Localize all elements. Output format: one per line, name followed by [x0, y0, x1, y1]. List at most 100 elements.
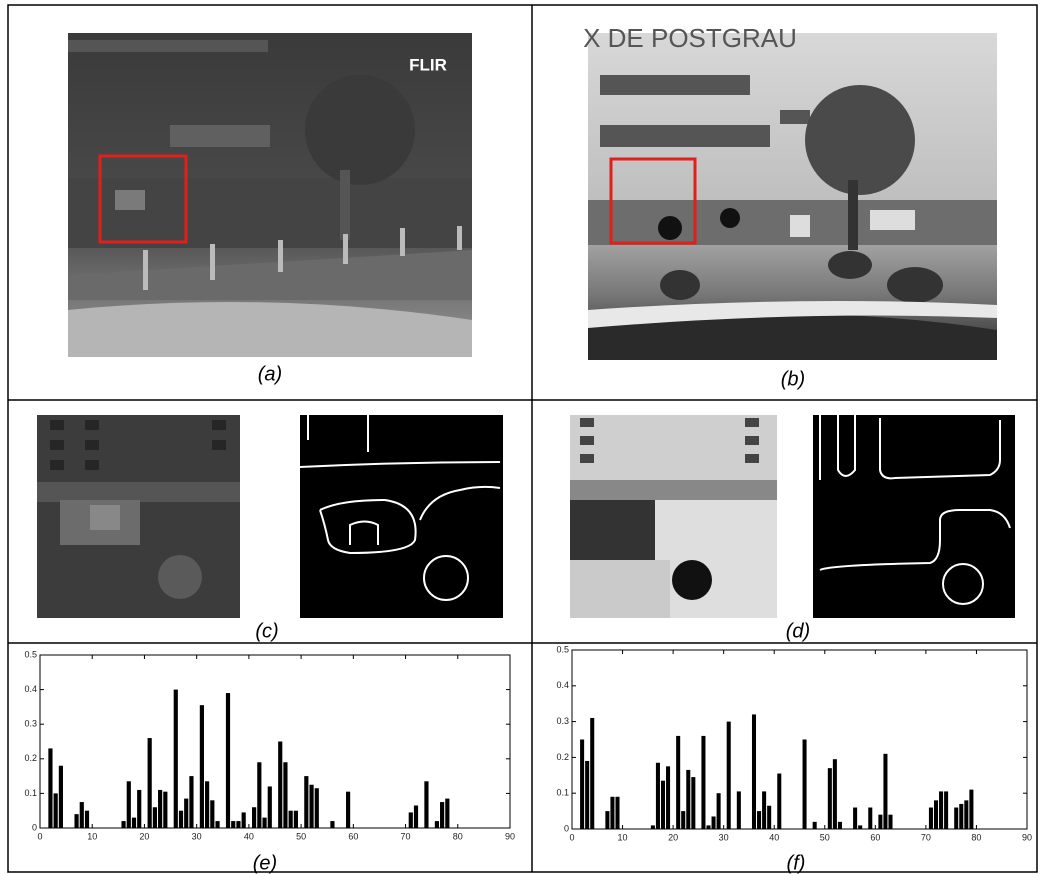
bar	[84, 810, 90, 828]
bar	[205, 781, 210, 828]
bar	[314, 788, 319, 828]
x-tick-label: 90	[505, 831, 515, 841]
y-tick-label: 0.5	[24, 649, 37, 659]
bar	[131, 817, 137, 828]
bar	[883, 753, 888, 829]
bar	[964, 800, 969, 829]
bar	[445, 798, 450, 828]
caption: (d)	[786, 620, 810, 642]
x-tick-label: 80	[971, 832, 981, 842]
bar	[309, 784, 314, 828]
x-tick-label: 50	[820, 832, 830, 842]
bar	[655, 762, 660, 829]
y-tick-label: 0.2	[24, 753, 37, 763]
bar	[199, 705, 204, 828]
bar	[610, 796, 615, 829]
y-tick-label: 0.3	[24, 719, 37, 729]
bar	[933, 800, 939, 829]
bar	[178, 810, 184, 828]
bar	[152, 807, 157, 828]
bar	[241, 812, 246, 828]
x-tick-label: 40	[769, 832, 779, 842]
y-tick-label: 0.2	[556, 752, 569, 762]
bar	[330, 821, 335, 828]
bar	[346, 791, 351, 828]
bar	[837, 821, 842, 829]
x-tick-label: 10	[618, 832, 628, 842]
bar	[676, 735, 681, 829]
x-tick-label: 20	[139, 831, 149, 841]
bar	[189, 776, 194, 828]
thermal-image: FLIR	[68, 33, 472, 357]
bar	[210, 800, 215, 828]
bar	[590, 718, 595, 829]
bar	[74, 814, 79, 828]
x-tick-label: 70	[401, 831, 411, 841]
bar	[215, 821, 220, 828]
bar	[681, 811, 686, 829]
caption: (e)	[253, 852, 277, 874]
x-tick-label: 0	[569, 832, 574, 842]
bar	[939, 791, 944, 829]
x-tick-label: 70	[921, 832, 931, 842]
bar	[424, 781, 429, 828]
bar	[716, 793, 721, 829]
bar	[827, 768, 832, 829]
bar	[53, 793, 58, 828]
plot-area	[571, 649, 1028, 830]
x-tick-label: 30	[192, 831, 202, 841]
bar	[585, 760, 590, 829]
caption: (a)	[258, 363, 282, 385]
logo: FLIR	[409, 55, 447, 74]
bar	[158, 789, 163, 828]
bar	[173, 689, 178, 828]
bar	[812, 821, 817, 829]
bar	[267, 786, 272, 828]
bar	[736, 791, 741, 829]
y-tick-label: 0	[564, 823, 569, 833]
bar	[147, 738, 152, 828]
bar	[184, 798, 189, 828]
bar	[928, 807, 933, 829]
frame	[7, 4, 1038, 873]
x-tick-label: 60	[348, 831, 358, 841]
bar	[878, 814, 883, 829]
bar	[853, 807, 858, 829]
bar	[236, 821, 241, 828]
bar	[434, 821, 439, 828]
bar	[762, 791, 767, 829]
bar	[48, 748, 53, 828]
bar	[137, 789, 142, 828]
visible-image: X DE POSTGRAU	[583, 23, 997, 360]
bar	[868, 807, 873, 829]
y-tick-label: 0.3	[556, 716, 569, 726]
bar	[121, 821, 126, 828]
bar	[757, 811, 762, 829]
bar	[293, 810, 298, 828]
bar	[944, 791, 949, 829]
bar	[858, 825, 863, 829]
bar	[832, 759, 837, 829]
bar	[726, 721, 731, 829]
x-tick-label: 30	[719, 832, 729, 842]
bar	[802, 739, 807, 829]
y-tick-label: 0.5	[556, 644, 569, 654]
bar	[701, 735, 706, 829]
x-tick-label: 60	[870, 832, 880, 842]
bar	[605, 811, 610, 829]
bar	[126, 781, 131, 828]
x-tick-label: 10	[87, 831, 97, 841]
bar	[615, 796, 620, 829]
bar	[225, 693, 231, 828]
bar	[283, 762, 288, 828]
bar	[666, 766, 671, 829]
bar	[288, 810, 293, 828]
bar	[257, 762, 262, 828]
x-tick-label: 90	[1022, 832, 1032, 842]
bar	[954, 807, 959, 829]
bar	[278, 741, 283, 828]
bar	[751, 714, 757, 829]
y-tick-label: 0.4	[24, 684, 37, 694]
bar	[580, 739, 585, 829]
